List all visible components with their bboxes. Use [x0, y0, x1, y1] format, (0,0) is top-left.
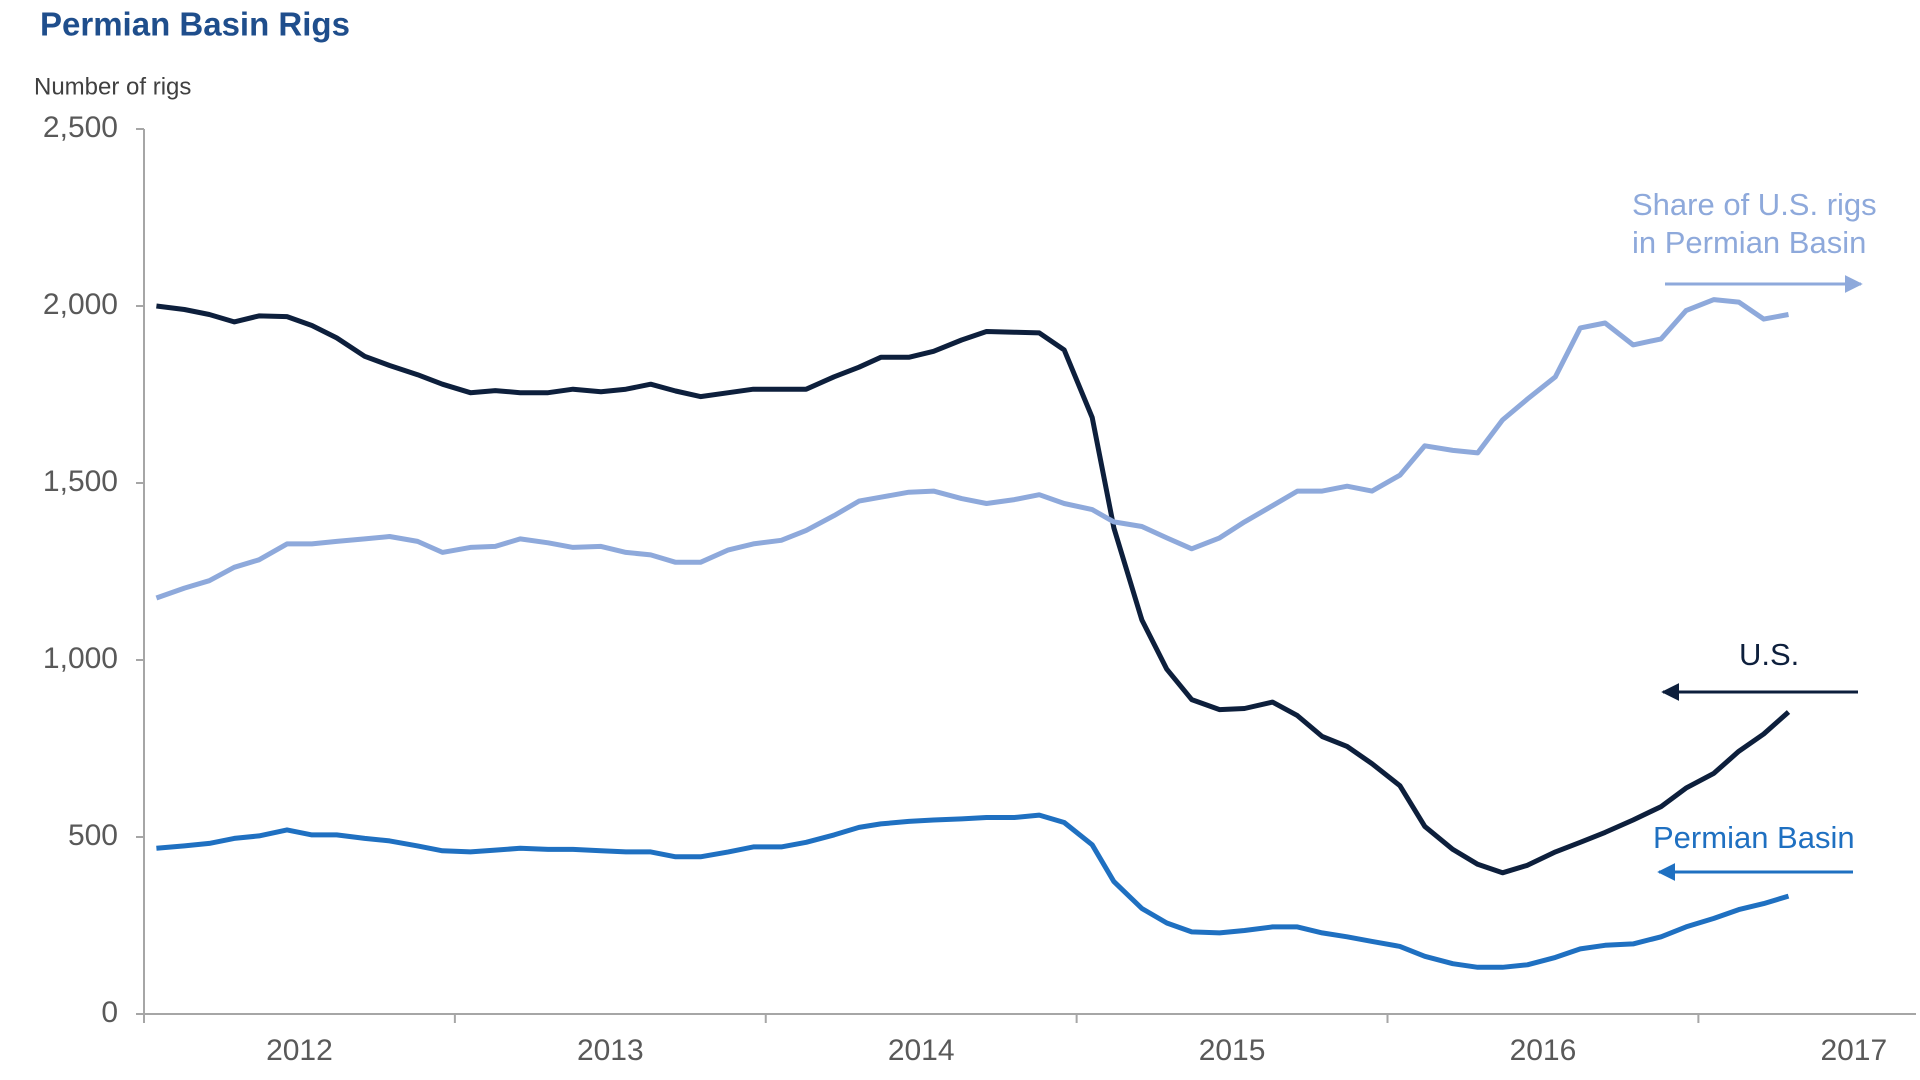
series-line	[156, 812, 1790, 970]
y-tick-label: 0	[101, 996, 118, 1029]
y-tick-label: 1,500	[43, 465, 118, 498]
x-tick-label: 2015	[1199, 1034, 1266, 1067]
x-tick-label: 2014	[888, 1034, 955, 1067]
series-annotation: Permian Basin	[1653, 820, 1855, 855]
x-tick-label: 2012	[266, 1034, 333, 1067]
series-annotation: Share of U.S. rigs in Permian Basin	[1632, 187, 1877, 260]
series-line	[155, 297, 1789, 601]
chart-title: Permian Basin Rigs	[40, 6, 350, 43]
y-tick-label: 500	[68, 819, 118, 852]
series-line	[156, 303, 1791, 876]
x-tick-label: 2016	[1510, 1034, 1577, 1067]
x-tick-label: 2013	[577, 1034, 644, 1067]
series-annotation: U.S.	[1739, 637, 1800, 672]
y-tick-label: 2,500	[43, 111, 118, 144]
y-axis-label: Number of rigs	[34, 73, 191, 100]
y-tick-label: 2,000	[43, 288, 118, 321]
y-tick-label: 1,000	[43, 642, 118, 675]
x-tick-label: 2017	[1820, 1034, 1887, 1067]
